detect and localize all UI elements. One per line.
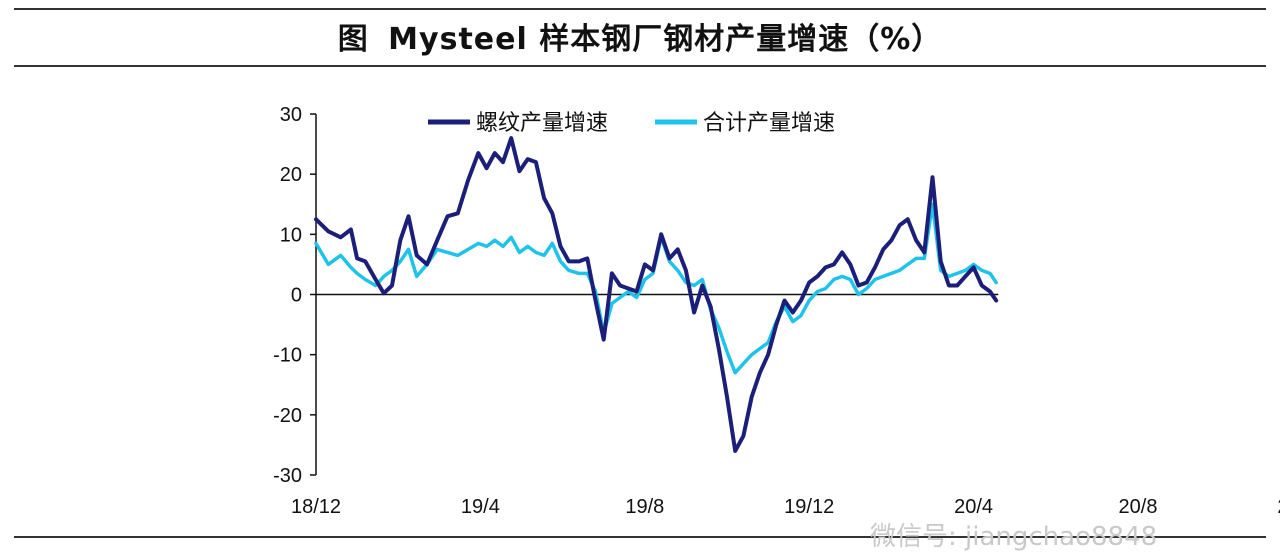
x-tick-label: 20/12 [1277, 496, 1280, 518]
y-tick-label: -30 [273, 465, 302, 487]
title-bottom-rule [14, 65, 1266, 67]
y-tick-label: 10 [280, 224, 302, 246]
y-tick-label: 30 [280, 104, 302, 126]
x-tick-label: 19/4 [461, 496, 500, 518]
x-tick-label: 19/12 [784, 496, 834, 518]
x-tick-label: 20/8 [1119, 496, 1158, 518]
x-tick-label: 19/8 [625, 496, 664, 518]
title-top-rule [14, 8, 1266, 10]
y-tick-label: -10 [273, 345, 302, 367]
footer-rule [14, 536, 1266, 538]
watermark: 微信号: jiangchao8848 [870, 522, 1158, 552]
x-tick-label: 20/4 [954, 496, 993, 518]
y-tick-label: -20 [273, 405, 302, 427]
legend-rebar-label: 螺纹产量增速 [476, 111, 608, 136]
figure-label: 图 [337, 22, 369, 57]
y-tick-label: 0 [291, 285, 302, 307]
series-line-rebar [314, 136, 999, 453]
x-tick-label: 18/12 [291, 496, 341, 518]
figure-title: Mysteel 样本钢厂钢材产量增速（%） [388, 22, 943, 57]
legend-total-label: 合计产量增速 [703, 111, 835, 136]
series-line-total [314, 202, 998, 375]
y-tick-label: 20 [280, 164, 302, 186]
chart-title: 图 Mysteel 样本钢厂钢材产量增速（%） [0, 14, 1280, 58]
